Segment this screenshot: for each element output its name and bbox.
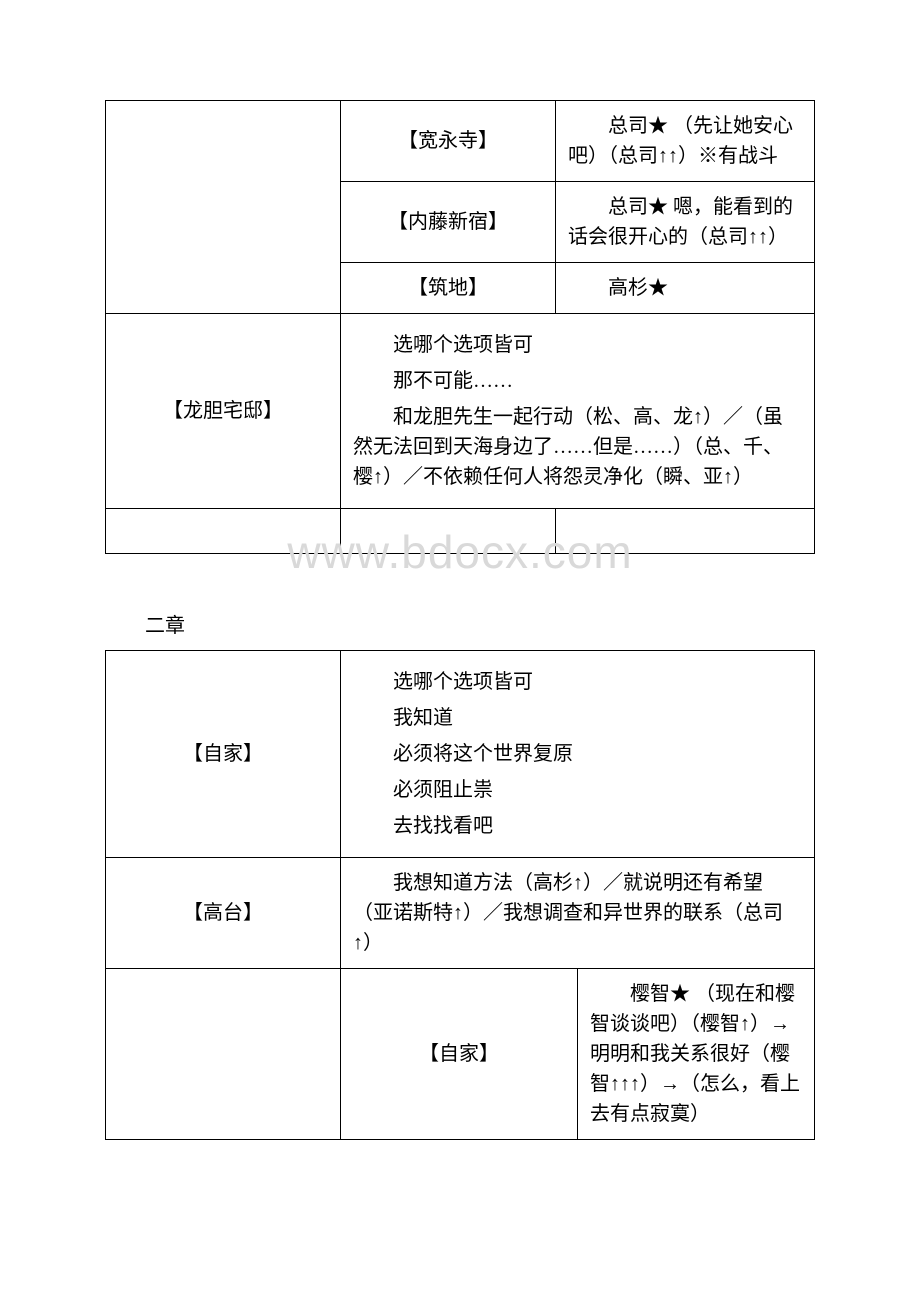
choice-cell: 高杉★ <box>556 263 815 314</box>
empty-cell <box>106 509 341 554</box>
table-row-empty <box>106 509 815 554</box>
table-row: 【自家】 选哪个选项皆可 我知道 必须将这个世界复原 必须阻止祟 去找找看吧 <box>106 651 815 858</box>
table-row: 【宽永寺】 总司★ （先让她安心吧）（总司↑↑）※有战斗 <box>106 101 815 182</box>
location-cell: 【宽永寺】 <box>341 101 556 182</box>
empty-cell <box>556 509 815 554</box>
choice-cell: 总司★ 嗯，能看到的话会很开心的（总司↑↑） <box>556 182 815 263</box>
location-group-cell: 【龙胆宅邸】 <box>106 314 341 509</box>
location-group-cell: 【高台】 <box>106 858 341 969</box>
choice-cell-merged: 选哪个选项皆可 那不可能…… 和龙胆先生一起行动（松、高、龙↑）／（虽然无法回到… <box>341 314 815 509</box>
choice-line: 那不可能…… <box>353 366 802 396</box>
choice-cell-merged: 选哪个选项皆可 我知道 必须将这个世界复原 必须阻止祟 去找找看吧 <box>341 651 815 858</box>
choice-line: 选哪个选项皆可 <box>353 667 802 697</box>
table-row: 【高台】 我想知道方法（高杉↑）／就说明还有希望（亚诺斯特↑）／我想调查和异世界… <box>106 858 815 969</box>
walkthrough-table-2: 【自家】 选哪个选项皆可 我知道 必须将这个世界复原 必须阻止祟 去找找看吧 【… <box>105 650 815 1140</box>
choice-line: 选哪个选项皆可 <box>353 330 802 360</box>
location-group-cell: 【自家】 <box>106 651 341 858</box>
empty-cell <box>341 509 556 554</box>
location-cell: 【筑地】 <box>341 263 556 314</box>
location-cell: 【内藤新宿】 <box>341 182 556 263</box>
chapter-heading: 二章 <box>145 609 815 638</box>
choice-cell-merged: 我想知道方法（高杉↑）／就说明还有希望（亚诺斯特↑）／我想调查和异世界的联系（总… <box>341 858 815 969</box>
walkthrough-table-1: 【宽永寺】 总司★ （先让她安心吧）（总司↑↑）※有战斗 【内藤新宿】 总司★ … <box>105 100 815 554</box>
location-group-cell <box>106 101 341 314</box>
choice-line: 我知道 <box>353 703 802 733</box>
choice-line: 必须阻止祟 <box>353 775 802 805</box>
choice-cell: 樱智★ （现在和樱智谈谈吧）（樱智↑）→明明和我关系很好（樱智↑↑↑）→（怎么，… <box>578 969 815 1140</box>
location-group-cell <box>106 969 341 1140</box>
choice-line: 去找找看吧 <box>353 811 802 841</box>
choice-line: 和龙胆先生一起行动（松、高、龙↑）／（虽然无法回到天海身边了……但是……）（总、… <box>353 402 802 492</box>
choice-cell: 总司★ （先让她安心吧）（总司↑↑）※有战斗 <box>556 101 815 182</box>
table-row: 【自家】 樱智★ （现在和樱智谈谈吧）（樱智↑）→明明和我关系很好（樱智↑↑↑）… <box>106 969 815 1140</box>
table-row: 【龙胆宅邸】 选哪个选项皆可 那不可能…… 和龙胆先生一起行动（松、高、龙↑）／… <box>106 314 815 509</box>
choice-line: 必须将这个世界复原 <box>353 739 802 769</box>
location-cell: 【自家】 <box>341 969 578 1140</box>
